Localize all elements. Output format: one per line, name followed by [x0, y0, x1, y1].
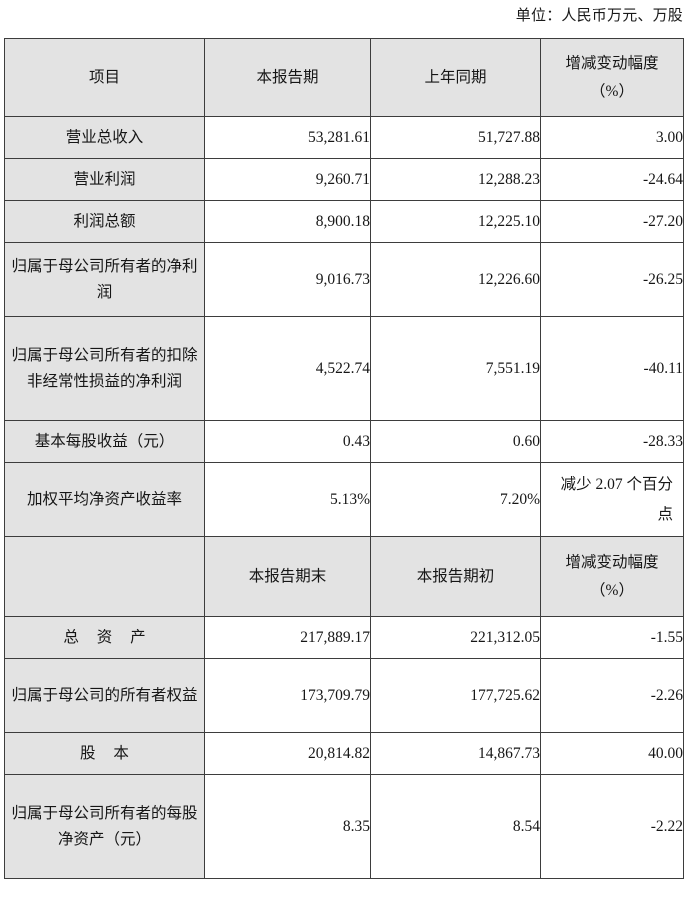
row-label: 营业总收入	[4, 116, 205, 159]
table-row: 营业总收入 53,281.61 51,727.88 3.00	[4, 116, 684, 159]
table-header-row-balance: 本报告期末 本报告期初 增减变动幅度 （%）	[4, 536, 684, 617]
row-label: 归属于母公司所有者的净利润	[4, 242, 205, 317]
row-value-change: -2.26	[540, 658, 684, 733]
row-value-previous: 12,288.23	[370, 158, 541, 201]
unit-note: 单位：人民币万元、万股	[515, 8, 683, 24]
table-row: 利润总额 8,900.18 12,225.10 -27.20	[4, 200, 684, 243]
row-label: 归属于母公司的所有者权益	[4, 658, 205, 733]
financial-summary-table: 项目 本报告期 上年同期 增减变动幅度 （%） 营业总收入 53,281.61 …	[4, 38, 684, 879]
row-value-current: 0.43	[204, 420, 371, 463]
row-value-change: 3.00	[540, 116, 684, 159]
header-cell-period-begin: 本报告期初	[370, 536, 541, 617]
row-value-change: -26.25	[540, 242, 684, 317]
row-label: 归属于母公司所有者的扣除非经常性损益的净利润	[4, 316, 205, 421]
row-value-previous: 12,225.10	[370, 200, 541, 243]
row-value-previous: 51,727.88	[370, 116, 541, 159]
header-cell-period-end: 本报告期末	[204, 536, 371, 617]
row-value-previous: 8.54	[370, 774, 541, 879]
row-label: 股 本	[4, 732, 205, 775]
row-value-current: 8.35	[204, 774, 371, 879]
header-change-label: 增减变动幅度	[565, 553, 659, 571]
row-value-previous: 14,867.73	[370, 732, 541, 775]
table-row: 归属于母公司所有者的扣除非经常性损益的净利润 4,522.74 7,551.19…	[4, 316, 684, 421]
row-label: 归属于母公司所有者的每股净资产（元）	[4, 774, 205, 879]
row-value-current: 9,260.71	[204, 158, 371, 201]
header-change-unit: （%）	[590, 581, 634, 599]
row-value-current: 9,016.73	[204, 242, 371, 317]
table-header-row-income: 项目 本报告期 上年同期 增减变动幅度 （%）	[4, 38, 684, 117]
row-label: 利润总额	[4, 200, 205, 243]
table-row: 归属于母公司所有者的每股净资产（元） 8.35 8.54 -2.22	[4, 774, 684, 879]
row-label: 总 资 产	[4, 616, 205, 659]
row-value-current: 4,522.74	[204, 316, 371, 421]
table-row: 股 本 20,814.82 14,867.73 40.00	[4, 732, 684, 775]
row-label: 基本每股收益（元）	[4, 420, 205, 463]
row-value-change: 减少 2.07 个百分点	[540, 462, 684, 537]
table-row: 基本每股收益（元） 0.43 0.60 -28.33	[4, 420, 684, 463]
row-value-previous: 0.60	[370, 420, 541, 463]
row-value-current: 53,281.61	[204, 116, 371, 159]
row-value-current: 173,709.79	[204, 658, 371, 733]
row-value-change: 40.00	[540, 732, 684, 775]
row-value-previous: 7,551.19	[370, 316, 541, 421]
table-row: 归属于母公司的所有者权益 173,709.79 177,725.62 -2.26	[4, 658, 684, 733]
header-change-label: 增减变动幅度	[565, 54, 659, 72]
row-value-change: -28.33	[540, 420, 684, 463]
header-cell-change-pct: 增减变动幅度 （%）	[540, 38, 684, 117]
row-value-previous: 7.20%	[370, 462, 541, 537]
row-value-current: 8,900.18	[204, 200, 371, 243]
row-value-current: 217,889.17	[204, 616, 371, 659]
row-value-change: -24.64	[540, 158, 684, 201]
row-value-previous: 12,226.60	[370, 242, 541, 317]
row-value-change: -1.55	[540, 616, 684, 659]
header-cell-item: 项目	[4, 38, 205, 117]
table-row: 营业利润 9,260.71 12,288.23 -24.64	[4, 158, 684, 201]
row-value-change: -40.11	[540, 316, 684, 421]
header-cell-item-blank	[4, 536, 205, 617]
row-value-change: -27.20	[540, 200, 684, 243]
row-label: 营业利润	[4, 158, 205, 201]
header-cell-current-period: 本报告期	[204, 38, 371, 117]
row-value-current: 5.13%	[204, 462, 371, 537]
table-row: 总 资 产 217,889.17 221,312.05 -1.55	[4, 616, 684, 659]
row-label: 加权平均净资产收益率	[4, 462, 205, 537]
row-value-previous: 177,725.62	[370, 658, 541, 733]
header-change-unit: （%）	[590, 82, 634, 100]
row-value-current: 20,814.82	[204, 732, 371, 775]
header-cell-prior-period: 上年同期	[370, 38, 541, 117]
table-row: 加权平均净资产收益率 5.13% 7.20% 减少 2.07 个百分点	[4, 462, 684, 537]
table-row: 归属于母公司所有者的净利润 9,016.73 12,226.60 -26.25	[4, 242, 684, 317]
row-value-change: -2.22	[540, 774, 684, 879]
row-value-previous: 221,312.05	[370, 616, 541, 659]
header-cell-change-pct: 增减变动幅度 （%）	[540, 536, 684, 617]
